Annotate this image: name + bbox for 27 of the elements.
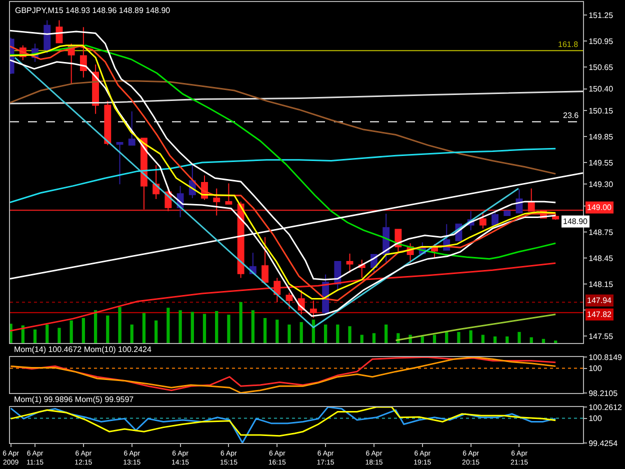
y-tick-label: 150.95 [588,36,614,46]
y-tick-label: 148.45 [588,254,614,263]
text: Mom(14) 100.4672 Mom(10) 100.2424 [14,345,152,354]
y-tick-label: 149.55 [588,158,614,168]
y-tick-label: 151.25 [588,10,614,20]
text: GBPJPY,M15 148.93 148.96 148.89 148.90 [15,6,171,15]
y-tick-label: 148.15 [588,280,614,289]
y-tick-label: 149.85 [588,132,614,142]
y-tick-label: 98.2105 [588,388,618,398]
y-tick-label: 147.55 [588,332,614,341]
y-tick-label: 99.4254 [588,438,618,448]
text: Mom(1) 99.9896 Mom(5) 99.9597 [14,395,134,404]
annotation: 148.90 [563,217,588,226]
y-tick-label: 100 [588,364,602,374]
y-tick-label: 100.2612 [588,402,623,412]
y-tick-label: 100.8149 [588,352,623,362]
y-tick-label: 150.40 [588,84,614,94]
y-tick-label: 149.30 [588,180,614,190]
y-tick-label: 150.15 [588,106,614,116]
ref-line-label: 147.82 [587,310,612,319]
annotation: 23.6 [563,111,580,120]
y-tick-label: 150.65 [588,62,614,72]
ref-line-label: 147.94 [587,296,612,305]
annotation: 161.8 [558,40,579,49]
y-tick-label: 100 [588,414,602,424]
ref-line-label: 149.00 [587,203,612,212]
y-tick-label: 148.75 [588,228,614,237]
